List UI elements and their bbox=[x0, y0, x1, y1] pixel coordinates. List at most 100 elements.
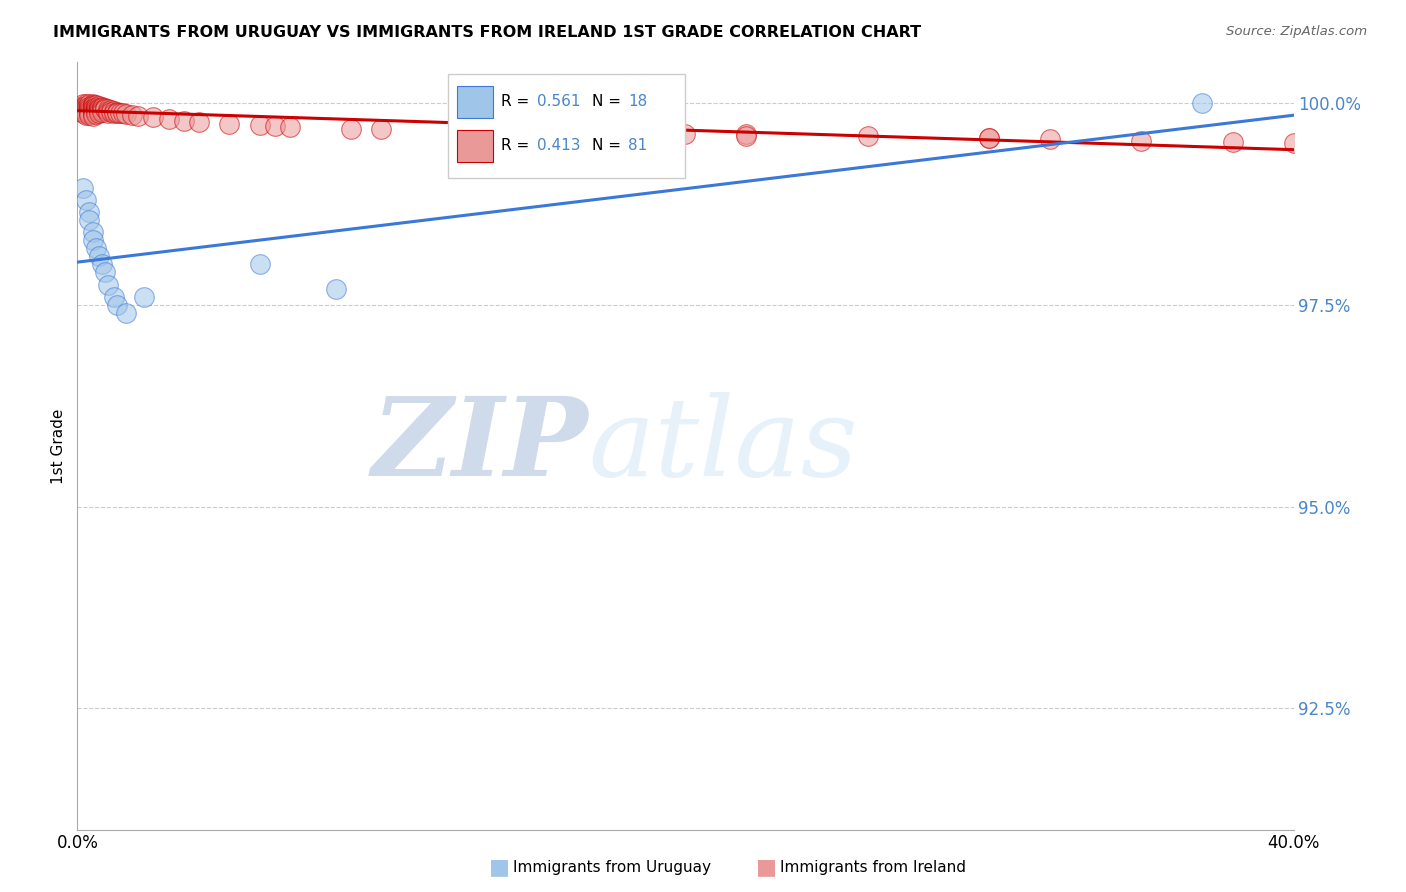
Point bbox=[173, 113, 195, 128]
Point bbox=[108, 105, 131, 120]
Point bbox=[278, 120, 301, 134]
Point bbox=[82, 107, 104, 121]
Point bbox=[100, 103, 122, 117]
Point bbox=[79, 100, 101, 114]
Point bbox=[735, 128, 758, 143]
Text: atlas: atlas bbox=[588, 392, 858, 500]
Point bbox=[121, 108, 143, 122]
Point bbox=[188, 115, 211, 129]
Point bbox=[75, 99, 97, 113]
Point bbox=[84, 98, 107, 112]
Point bbox=[1130, 134, 1153, 148]
Point bbox=[93, 103, 115, 117]
Point bbox=[82, 103, 104, 118]
Point bbox=[90, 102, 112, 116]
Point bbox=[97, 103, 120, 117]
Point bbox=[370, 122, 392, 136]
Point bbox=[87, 105, 110, 120]
Point bbox=[1039, 132, 1062, 146]
Point bbox=[90, 100, 112, 114]
Point bbox=[115, 306, 138, 320]
Point bbox=[1191, 95, 1213, 110]
Point bbox=[103, 105, 125, 120]
Point bbox=[87, 101, 110, 115]
Point bbox=[75, 193, 97, 207]
Point bbox=[90, 104, 112, 119]
Point bbox=[675, 128, 697, 142]
Point bbox=[75, 101, 97, 115]
Point bbox=[87, 99, 110, 113]
Point bbox=[79, 97, 101, 112]
Point bbox=[93, 265, 115, 279]
Text: ZIP: ZIP bbox=[371, 392, 588, 500]
Point bbox=[84, 102, 107, 116]
Point bbox=[613, 126, 636, 140]
Point bbox=[340, 121, 363, 136]
Point bbox=[87, 249, 110, 263]
Point bbox=[82, 97, 104, 112]
Y-axis label: 1st Grade: 1st Grade bbox=[51, 409, 66, 483]
Point bbox=[79, 103, 101, 117]
Text: Source: ZipAtlas.com: Source: ZipAtlas.com bbox=[1226, 25, 1367, 38]
Point bbox=[75, 108, 97, 122]
Point bbox=[979, 130, 1001, 145]
Text: 81: 81 bbox=[628, 137, 648, 153]
Point bbox=[97, 103, 120, 118]
FancyBboxPatch shape bbox=[449, 74, 686, 178]
Point bbox=[82, 233, 104, 247]
Point bbox=[82, 225, 104, 239]
Text: R =: R = bbox=[501, 137, 534, 153]
Text: N =: N = bbox=[592, 137, 626, 153]
Point bbox=[72, 103, 94, 117]
Text: 18: 18 bbox=[628, 94, 648, 109]
Point bbox=[103, 103, 125, 118]
Point bbox=[84, 241, 107, 255]
Point bbox=[82, 98, 104, 112]
Point bbox=[75, 97, 97, 112]
Point bbox=[1222, 136, 1244, 150]
Point bbox=[103, 290, 125, 304]
Point bbox=[79, 108, 101, 122]
Point bbox=[75, 103, 97, 117]
Point bbox=[100, 104, 122, 119]
Point bbox=[249, 119, 271, 133]
Point bbox=[72, 105, 94, 120]
Point bbox=[84, 107, 107, 121]
Point bbox=[105, 104, 128, 119]
Point bbox=[134, 290, 156, 304]
Text: 0.413: 0.413 bbox=[537, 137, 581, 153]
Point bbox=[82, 101, 104, 115]
Point bbox=[249, 257, 271, 271]
Point bbox=[218, 117, 240, 131]
Point bbox=[90, 257, 112, 271]
Text: 0.561: 0.561 bbox=[537, 94, 581, 109]
Point bbox=[105, 106, 128, 120]
Point bbox=[72, 100, 94, 114]
Point bbox=[75, 105, 97, 120]
Point bbox=[82, 99, 104, 113]
FancyBboxPatch shape bbox=[457, 130, 494, 162]
Point bbox=[325, 281, 347, 295]
Point bbox=[105, 298, 128, 312]
Point bbox=[90, 103, 112, 117]
Point bbox=[84, 103, 107, 117]
Text: N =: N = bbox=[592, 94, 626, 109]
Point bbox=[82, 103, 104, 117]
Point bbox=[127, 109, 149, 123]
Point bbox=[157, 112, 180, 126]
Point bbox=[1282, 136, 1305, 151]
Text: IMMIGRANTS FROM URUGUAY VS IMMIGRANTS FROM IRELAND 1ST GRADE CORRELATION CHART: IMMIGRANTS FROM URUGUAY VS IMMIGRANTS FR… bbox=[53, 25, 921, 40]
Text: Immigrants from Ireland: Immigrants from Ireland bbox=[780, 860, 966, 874]
Point bbox=[79, 105, 101, 120]
Point bbox=[97, 105, 120, 120]
Point bbox=[87, 103, 110, 117]
Point bbox=[87, 103, 110, 118]
Point bbox=[79, 103, 101, 118]
Point bbox=[111, 106, 134, 120]
Point bbox=[69, 100, 91, 114]
Point bbox=[735, 128, 758, 142]
Point bbox=[79, 204, 101, 219]
Point bbox=[97, 277, 120, 292]
Text: Immigrants from Uruguay: Immigrants from Uruguay bbox=[513, 860, 711, 874]
Point bbox=[69, 103, 91, 118]
